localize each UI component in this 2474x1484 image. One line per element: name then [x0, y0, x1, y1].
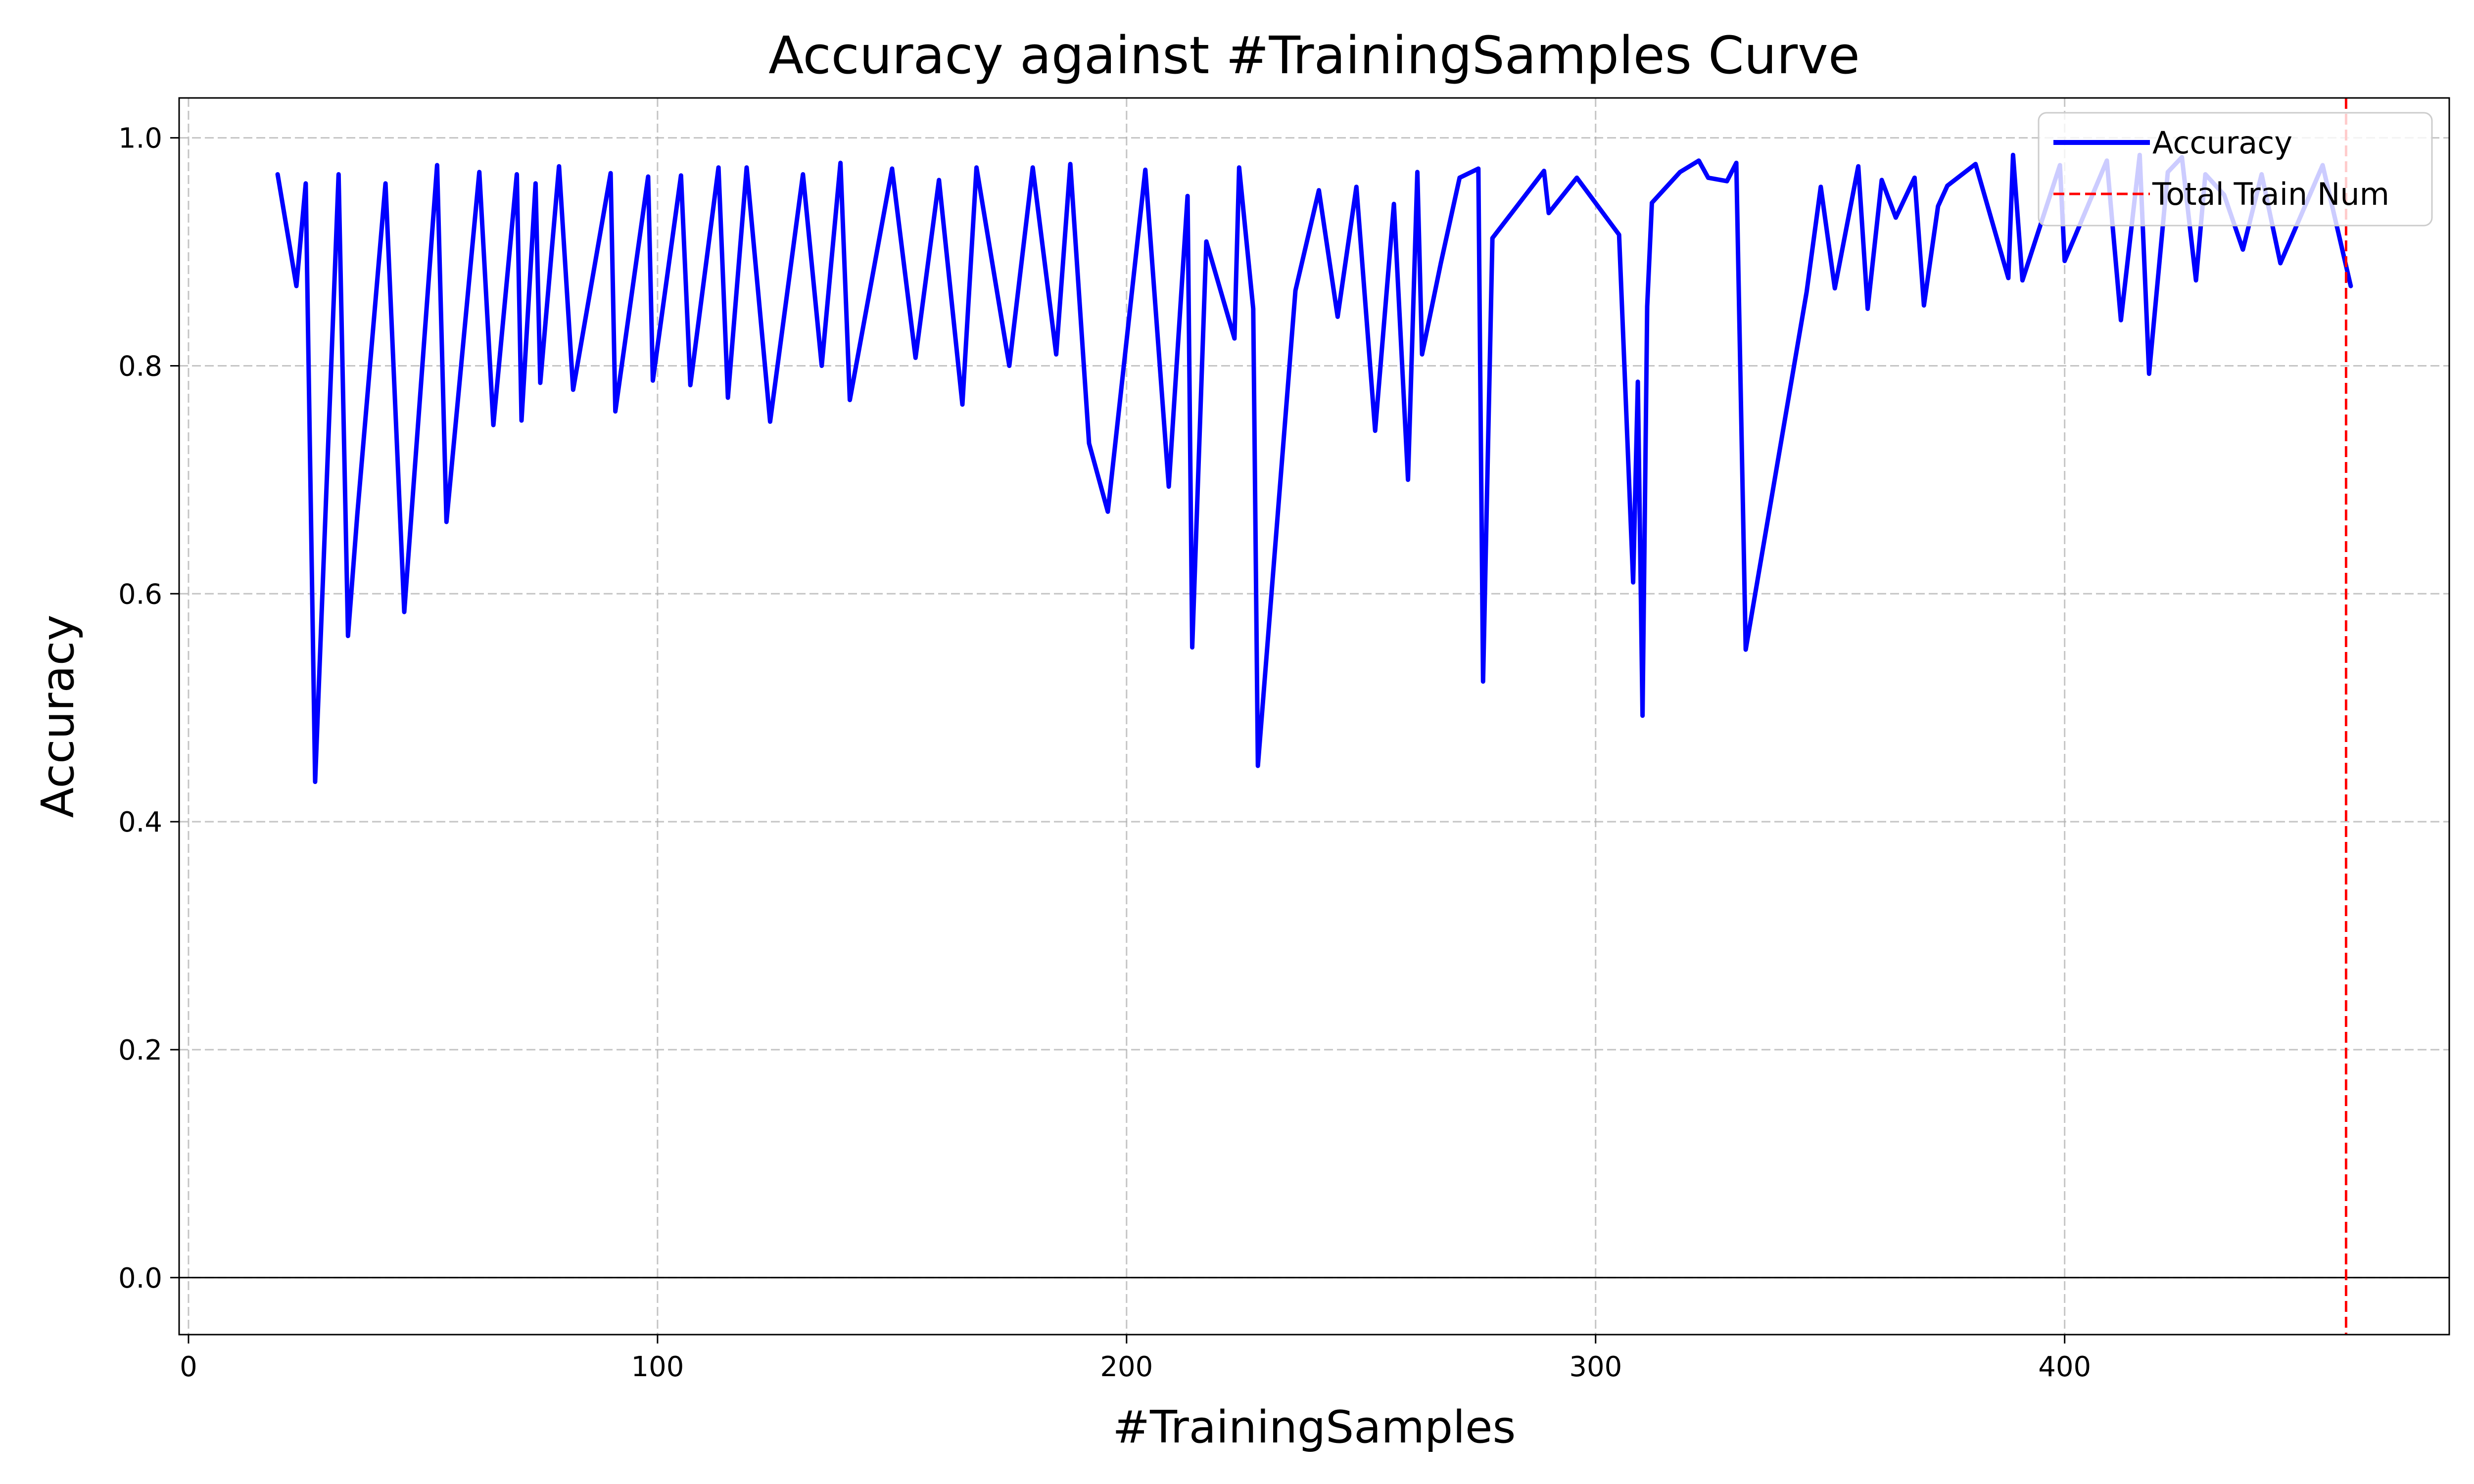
y-tick-label: 0.4	[118, 806, 162, 838]
legend-total-train-label: Total Train Num	[2152, 176, 2389, 212]
plot-frame	[178, 97, 2450, 1336]
legend-accuracy-label: Accuracy	[2152, 125, 2292, 161]
y-axis-title: Accuracy	[32, 615, 84, 818]
x-tick-label: 200	[1100, 1351, 1153, 1383]
x-axis-title: #TrainingSamples	[1113, 1401, 1516, 1453]
series-layer	[275, 152, 2353, 784]
x-tick-label: 100	[631, 1351, 684, 1383]
y-tick-label: 0.8	[118, 350, 162, 382]
y-tick-label: 0.2	[118, 1034, 162, 1067]
x-axis-ticks: 0 100 200 300 400	[180, 1335, 2091, 1383]
y-tick-label: 1.0	[118, 123, 162, 155]
y-axis-ticks: 0.0 0.2 0.4 0.6 0.8 1.0	[118, 123, 179, 1295]
x-tick-label: 0	[180, 1351, 197, 1383]
chart-title: Accuracy against #TrainingSamples Curve	[768, 25, 1860, 86]
y-tick-label: 0.0	[118, 1262, 162, 1295]
x-tick-label: 400	[2038, 1351, 2091, 1383]
y-tick-label: 0.6	[118, 578, 162, 610]
legend: Accuracy Total Train Num	[2038, 112, 2433, 227]
accuracy-series-line	[275, 152, 2353, 784]
x-tick-label: 300	[1569, 1351, 1622, 1383]
